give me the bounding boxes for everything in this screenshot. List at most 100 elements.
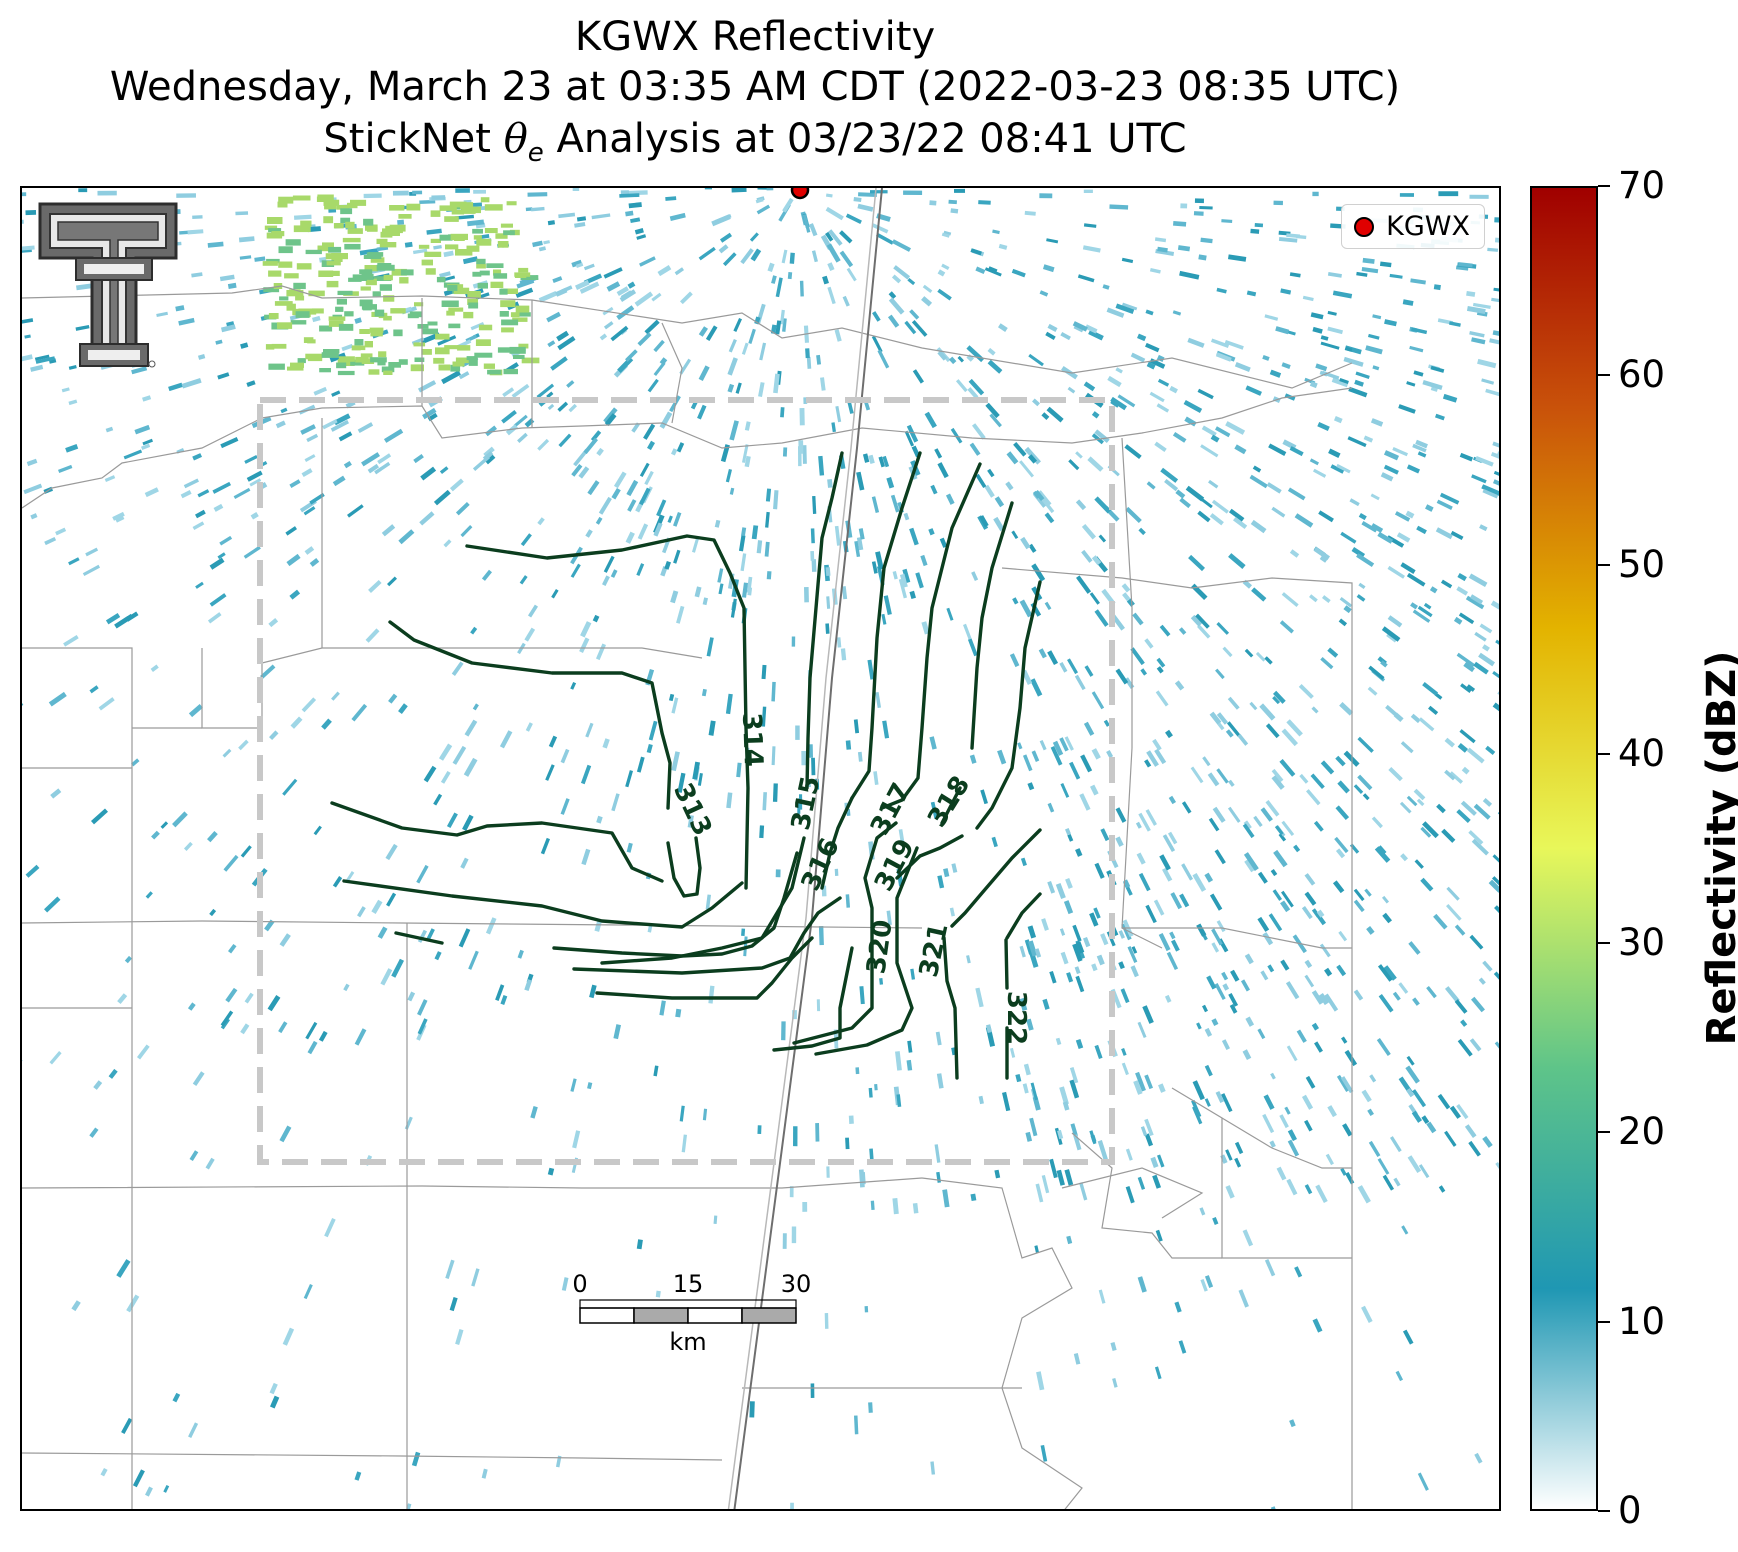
echo-pixel xyxy=(512,317,528,322)
echo-pixel xyxy=(506,201,517,206)
echo-pixel xyxy=(651,292,662,302)
echo-pixel xyxy=(659,1000,666,1016)
echo-pixel xyxy=(955,379,968,393)
echo-pixel xyxy=(1492,854,1499,866)
echo-pixel xyxy=(412,190,423,195)
echo-pixel xyxy=(1274,825,1284,836)
echo-pixel xyxy=(1368,333,1380,340)
echo-pixel xyxy=(22,1058,23,1066)
echo-pixel xyxy=(886,910,892,926)
echo-pixel xyxy=(336,362,347,369)
echo-pixel xyxy=(802,445,807,464)
echo-pixel xyxy=(1392,991,1401,1001)
echo-pixel xyxy=(1366,925,1375,935)
echo-pixel xyxy=(1172,432,1187,443)
echo-pixel xyxy=(704,188,713,190)
echo-pixel xyxy=(1339,377,1349,385)
echo-pixel xyxy=(1178,627,1187,635)
echo-pixel xyxy=(828,229,843,246)
echo-pixel xyxy=(595,643,606,661)
echo-pixel xyxy=(874,1084,878,1091)
echo-pixel xyxy=(871,496,880,513)
echo-pixel xyxy=(1032,1096,1041,1111)
echo-pixel xyxy=(1457,743,1469,753)
echo-pixel xyxy=(1378,993,1394,1013)
echo-pixel xyxy=(1471,996,1485,1013)
echo-pixel xyxy=(460,208,476,214)
echo-pixel xyxy=(1361,1089,1372,1103)
echo-pixel xyxy=(1304,1184,1313,1195)
echo-pixel xyxy=(893,265,911,280)
echo-pixel xyxy=(714,519,721,528)
echo-pixel xyxy=(733,317,742,332)
echo-pixel xyxy=(192,453,202,461)
echo-pixel xyxy=(463,757,478,777)
echo-pixel xyxy=(1210,338,1230,348)
echo-pixel xyxy=(227,282,237,289)
echo-pixel xyxy=(1017,742,1023,750)
echo-pixel xyxy=(440,770,451,784)
echo-pixel xyxy=(1157,1154,1165,1168)
echo-pixel xyxy=(350,359,365,366)
echo-pixel xyxy=(892,1198,899,1215)
echo-pixel xyxy=(1466,684,1476,692)
echo-pixel xyxy=(1039,193,1053,199)
echo-pixel xyxy=(468,950,479,970)
echo-pixel xyxy=(970,1193,977,1202)
echo-pixel xyxy=(295,311,310,318)
echo-pixel xyxy=(333,223,344,229)
scale-tick-15: 15 xyxy=(673,1270,704,1298)
echo-pixel xyxy=(1024,210,1036,216)
echo-pixel xyxy=(1457,573,1467,582)
echo-pixel xyxy=(677,772,686,793)
echo-pixel xyxy=(1327,310,1337,316)
echo-pixel xyxy=(450,233,468,240)
echo-pixel xyxy=(1301,1094,1314,1110)
echo-pixel xyxy=(481,1468,488,1479)
echo-pixel xyxy=(1091,411,1100,419)
echo-pixel xyxy=(1027,454,1037,464)
echo-pixel xyxy=(1214,849,1226,865)
echo-pixel xyxy=(301,697,317,713)
contour-label-322: 322 xyxy=(1001,991,1031,1045)
scale-unit: km xyxy=(669,1328,706,1356)
echo-pixel xyxy=(1162,867,1173,882)
echo-pixel xyxy=(377,360,386,366)
echo-pixel xyxy=(1485,388,1499,397)
echo-pixel xyxy=(142,438,153,446)
echo-pixel xyxy=(816,999,821,1012)
echo-pixel xyxy=(485,454,496,465)
echo-pixel xyxy=(1286,719,1303,737)
echo-pixel xyxy=(1304,959,1313,969)
echo-pixel xyxy=(332,876,343,888)
echo-pixel xyxy=(634,228,644,235)
echo-pixel xyxy=(1320,335,1329,341)
echo-pixel xyxy=(420,466,437,481)
echo-pixel xyxy=(1466,747,1485,764)
echo-pixel xyxy=(105,426,114,433)
echo-pixel xyxy=(1059,928,1066,936)
echo-pixel xyxy=(460,202,474,210)
echo-pixel xyxy=(1349,498,1360,507)
echo-pixel xyxy=(1383,450,1399,461)
colorbar-tick-label: 10 xyxy=(1618,1299,1666,1343)
echo-pixel xyxy=(1336,463,1351,474)
echo-pixel xyxy=(160,821,169,829)
echo-pixel xyxy=(363,254,382,259)
echo-pixel xyxy=(514,273,527,278)
echo-pixel xyxy=(1112,1377,1118,1388)
echo-pixel xyxy=(374,309,385,317)
echo-pixel xyxy=(625,770,633,788)
echo-pixel xyxy=(1075,451,1083,459)
echo-pixel xyxy=(1198,254,1207,261)
echo-pixel xyxy=(718,244,729,254)
echo-pixel xyxy=(644,470,654,486)
echo-pixel xyxy=(1399,193,1414,197)
echo-pixel xyxy=(521,357,540,364)
echo-pixel xyxy=(1217,722,1225,731)
echo-pixel xyxy=(637,523,649,540)
echo-pixel xyxy=(1338,618,1348,627)
echo-pixel xyxy=(772,783,778,802)
colorbar-tick-label: 60 xyxy=(1618,353,1666,397)
echo-pixel xyxy=(603,407,618,424)
